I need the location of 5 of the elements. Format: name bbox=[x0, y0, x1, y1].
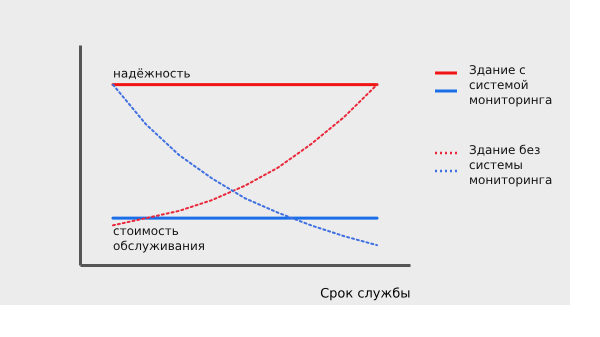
legend-label: Здание без системы мониторинга bbox=[469, 143, 552, 187]
annotation: стоимость обслуживания bbox=[113, 224, 206, 254]
legend-label: Здание с системой мониторинга bbox=[469, 63, 552, 107]
x-axis-title: Срок службы bbox=[320, 286, 410, 302]
annotation: надёжность bbox=[113, 66, 191, 81]
